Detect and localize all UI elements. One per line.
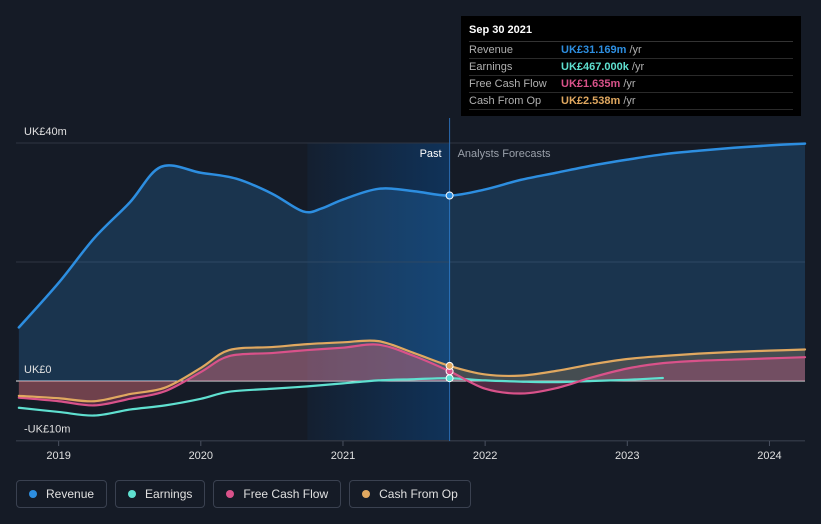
tooltip-label: Revenue: [469, 44, 514, 56]
series-marker-earnings: [445, 374, 454, 383]
tooltip-unit: /yr: [629, 44, 642, 56]
legend-dot-icon: [226, 490, 235, 498]
legend: Revenue Earnings Free Cash Flow Cash Fro…: [16, 480, 471, 508]
series-marker-revenue: [445, 191, 454, 200]
x-tick-label: 2019: [46, 450, 70, 462]
series-line-free-cash-flow: [17, 343, 807, 407]
legend-dot-icon: [29, 490, 37, 498]
tooltip-date: Sep 30 2021: [469, 24, 793, 42]
tooltip-row-free-cash-flow: Free Cash Flow UK£1.635m /yr: [469, 76, 793, 93]
x-tick-label: 2021: [331, 450, 355, 462]
tooltip-label: Earnings: [469, 61, 513, 73]
forecast-label: Analysts Forecasts: [458, 148, 551, 160]
tooltip-panel: Sep 30 2021 Revenue UK£31.169m /yr Earni…: [461, 16, 801, 116]
legend-label: Revenue: [46, 487, 95, 501]
legend-label: Free Cash Flow: [243, 487, 329, 501]
series-marker-cash-from-op: [445, 361, 454, 370]
x-tick-label: 2024: [757, 450, 781, 462]
x-tick-label: 2020: [189, 450, 213, 462]
tooltip-value: UK£31.169m: [561, 44, 627, 56]
tooltip-value: UK£467.000k: [561, 61, 629, 73]
series-line-revenue: [17, 142, 807, 329]
legend-dot-icon: [362, 490, 371, 498]
y-axis-label: -UK£10m: [24, 424, 70, 436]
legend-item-free-cash-flow[interactable]: Free Cash Flow: [213, 480, 342, 508]
tooltip-unit: /yr: [631, 61, 645, 73]
legend-label: Earnings: [145, 487, 193, 501]
series-area-cash-from-op: [18, 340, 805, 402]
x-tick-label: 2023: [615, 450, 639, 462]
x-tick-label: 2022: [473, 450, 497, 462]
tooltip-value: UK£1.635m: [561, 78, 621, 90]
legend-item-earnings[interactable]: Earnings: [115, 480, 206, 508]
series-area-revenue: [18, 143, 805, 381]
past-label: Past: [420, 148, 442, 160]
legend-dot-icon: [128, 490, 137, 498]
series-area-free-cash-flow: [18, 344, 805, 406]
tooltip-label: Free Cash Flow: [469, 78, 547, 90]
tooltip-row-cash-from-op: Cash From Op UK£2.538m /yr: [469, 93, 793, 110]
series-line-earnings: [17, 376, 664, 417]
tooltip-unit: /yr: [623, 95, 636, 107]
tooltip-label: Cash From Op: [469, 95, 542, 107]
y-axis-label: UK£40m: [24, 126, 67, 138]
tooltip-unit: /yr: [623, 78, 636, 90]
tooltip-value: UK£2.538m: [561, 95, 621, 107]
series-line-cash-from-op: [17, 339, 807, 403]
tooltip-row-revenue: Revenue UK£31.169m /yr: [469, 42, 793, 59]
legend-item-cash-from-op[interactable]: Cash From Op: [349, 480, 471, 508]
y-axis-label: UK£0: [24, 364, 52, 376]
legend-item-revenue[interactable]: Revenue: [16, 480, 108, 508]
legend-label: Cash From Op: [379, 487, 458, 501]
tooltip-row-earnings: Earnings UK£467.000k /yr: [469, 59, 793, 76]
